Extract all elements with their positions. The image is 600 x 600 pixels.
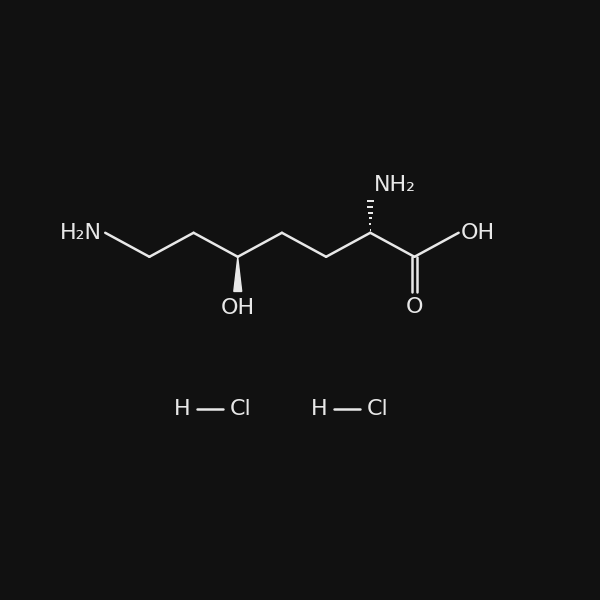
Text: H: H bbox=[173, 399, 190, 419]
Text: Cl: Cl bbox=[367, 399, 389, 419]
Text: NH₂: NH₂ bbox=[373, 175, 415, 195]
Text: OH: OH bbox=[461, 223, 495, 243]
Text: OH: OH bbox=[221, 298, 255, 317]
Bar bbox=[368, 217, 372, 220]
Text: H: H bbox=[311, 399, 328, 419]
Bar bbox=[370, 229, 371, 231]
Bar bbox=[367, 200, 374, 202]
Text: Cl: Cl bbox=[230, 399, 251, 419]
Bar bbox=[367, 206, 373, 208]
Bar bbox=[368, 212, 373, 214]
Polygon shape bbox=[234, 258, 242, 292]
Bar bbox=[369, 223, 371, 225]
Text: H₂N: H₂N bbox=[60, 223, 102, 243]
Text: O: O bbox=[406, 297, 423, 317]
